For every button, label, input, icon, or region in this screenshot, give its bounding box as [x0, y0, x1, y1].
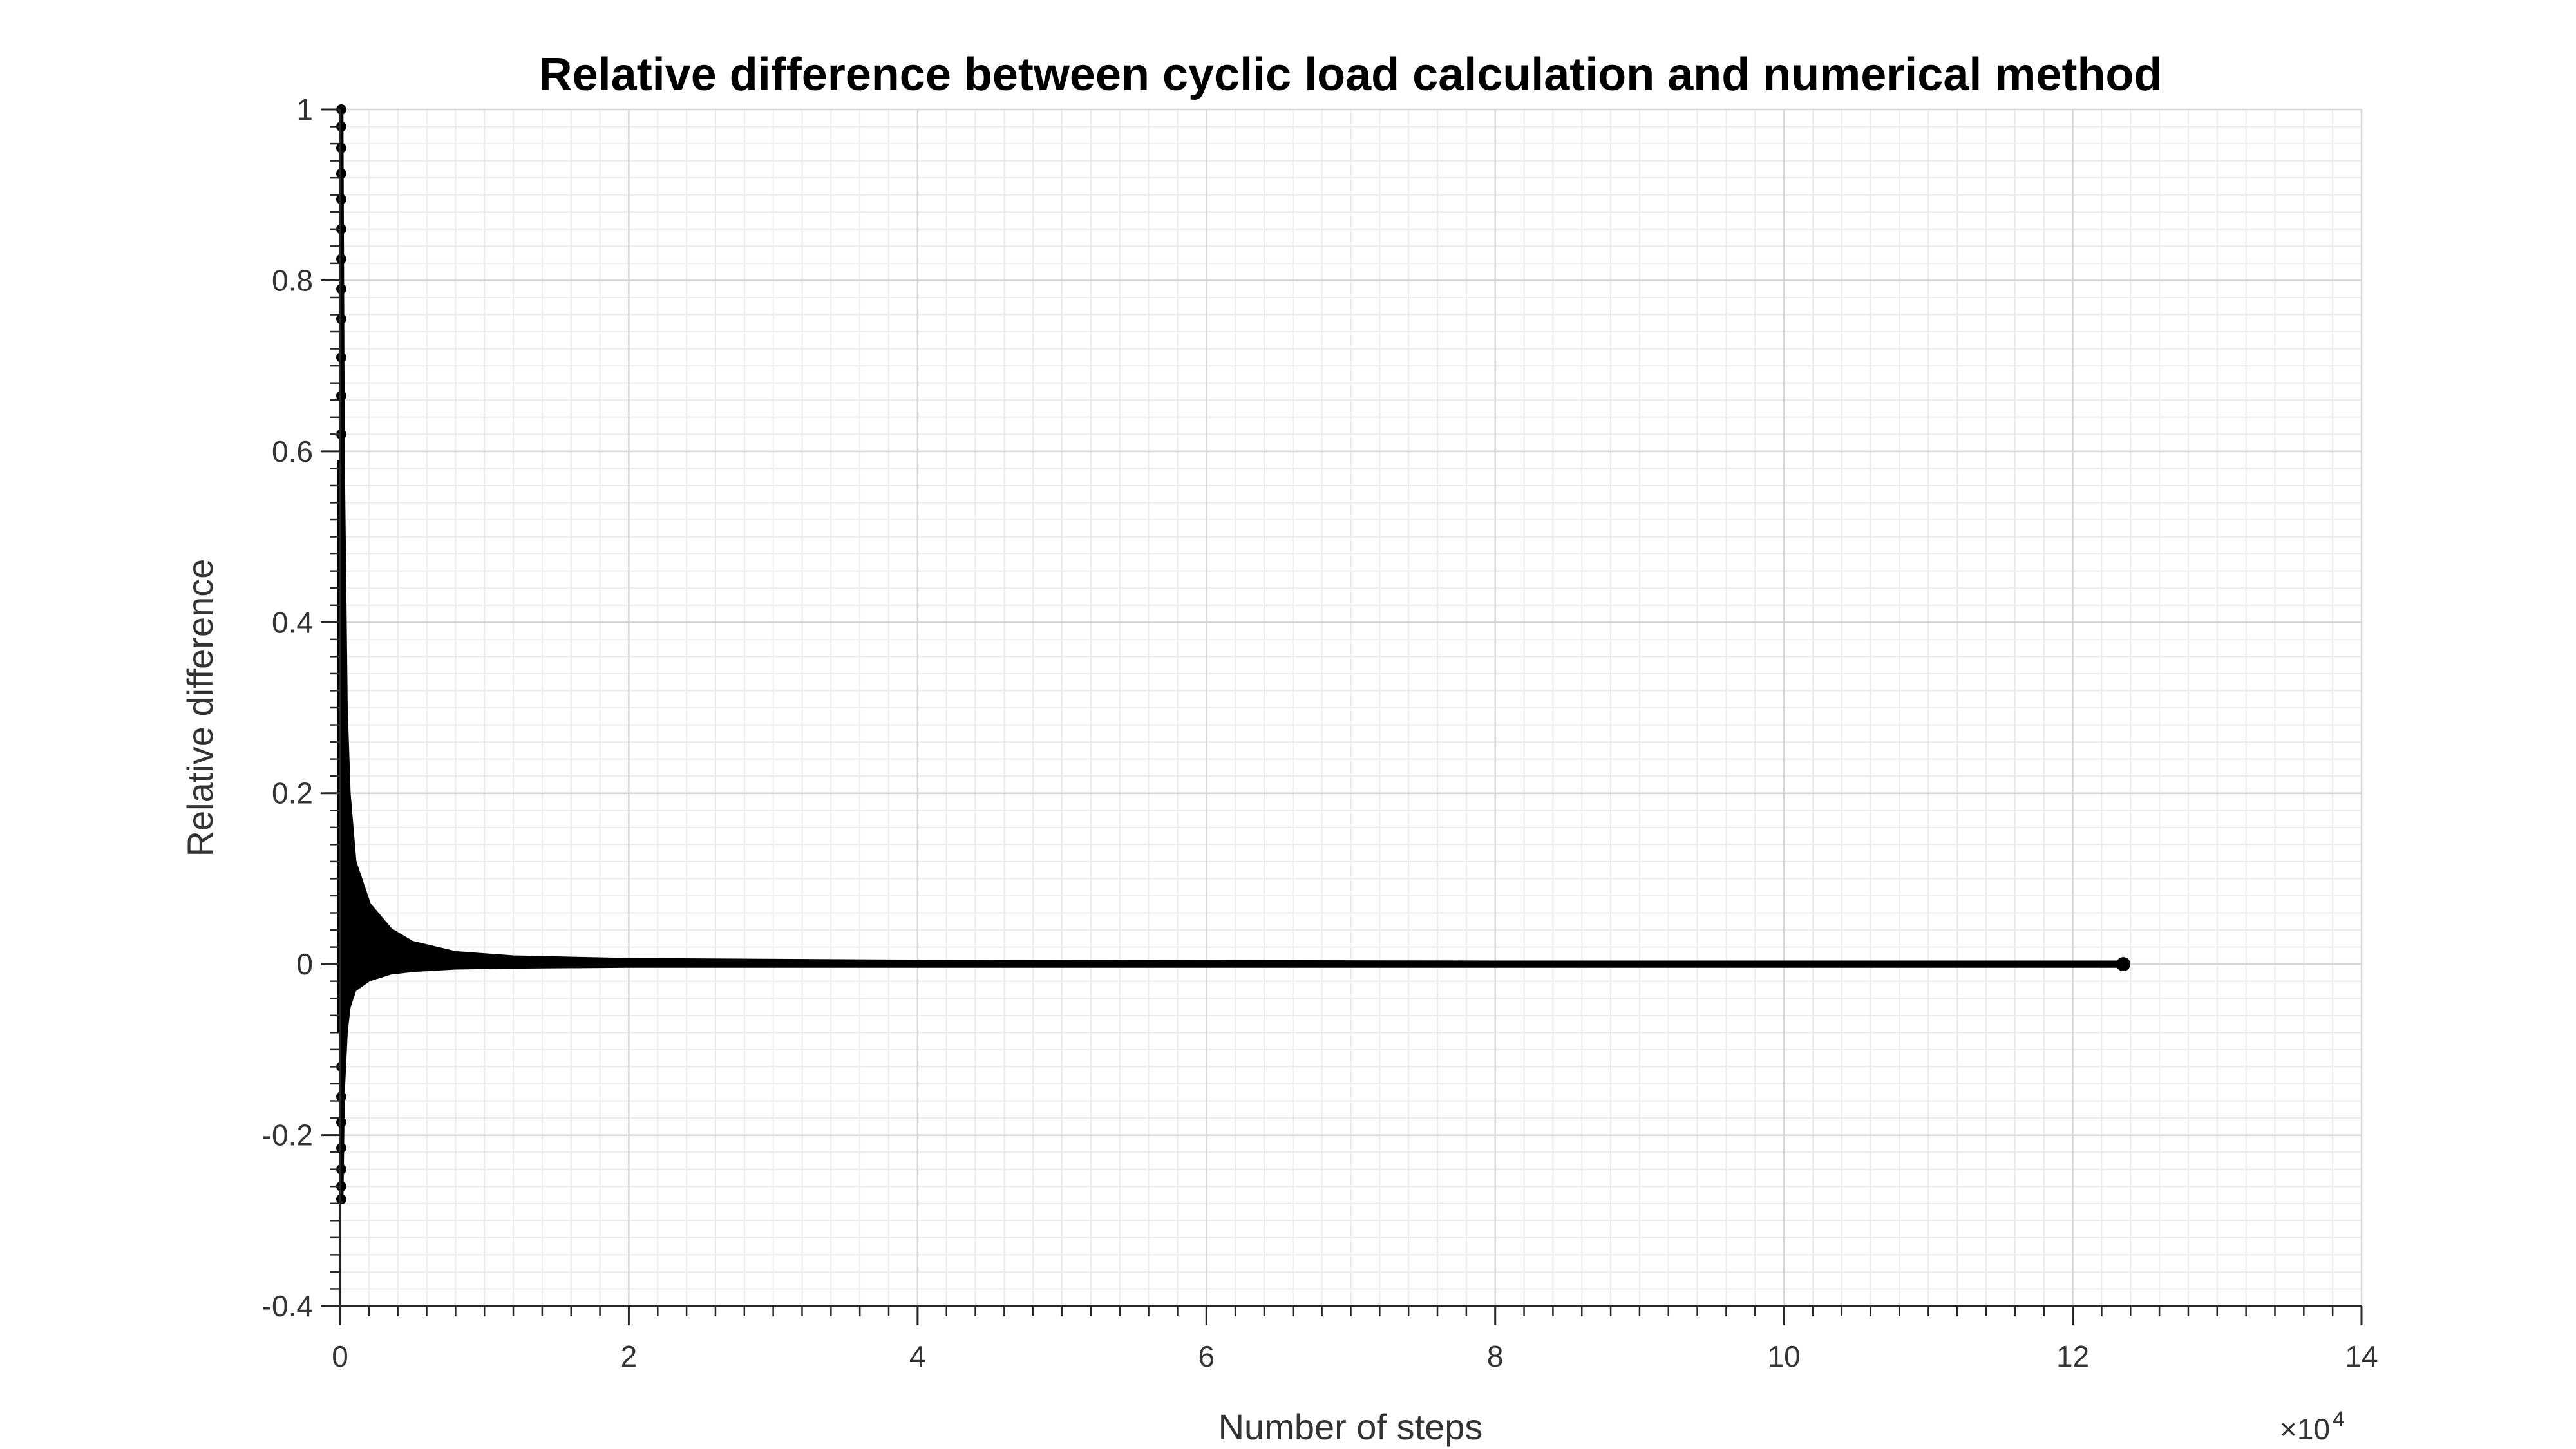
data-point: [336, 314, 346, 325]
y-tick-label: -0.2: [262, 1119, 313, 1152]
y-tick-label: 0.4: [272, 605, 313, 639]
data-point: [336, 352, 346, 363]
x-tick-label: 4: [909, 1340, 926, 1373]
data-point: [336, 1117, 346, 1128]
y-tick-label: 0.6: [272, 435, 313, 468]
data-point: [336, 429, 346, 440]
y-axis-label: Relative difference: [180, 559, 220, 857]
data-point: [336, 223, 346, 234]
x-tick-label: 10: [1768, 1340, 1801, 1373]
data-point: [336, 1091, 346, 1102]
data-point: [336, 390, 346, 401]
y-tick-label: -0.4: [262, 1289, 313, 1323]
x-tick-label: 6: [1198, 1340, 1215, 1373]
x-axis-label: Number of steps: [1218, 1406, 1483, 1447]
y-tick-label: 0.8: [272, 263, 313, 297]
data-point: [336, 104, 346, 115]
x-tick-label: 0: [332, 1340, 348, 1373]
y-tick-label: 1: [296, 93, 313, 126]
tick-labels: 0 2 4 6 8 10 12 14 -0.4 -0.2 0 0.2 0.4 0.6 0.8 1: [262, 93, 2378, 1373]
data-point: [336, 254, 346, 265]
data-point: [336, 1061, 346, 1072]
data-trail: [343, 961, 2124, 967]
ticks: [321, 108, 2363, 1325]
data-point: [336, 194, 346, 205]
data-point: [336, 121, 346, 132]
data-point: [336, 1194, 346, 1205]
data-point-end: [2116, 957, 2131, 972]
chart-title: Relative difference between cyclic load …: [539, 49, 2163, 100]
data-point: [336, 1142, 346, 1153]
data-point: [336, 142, 346, 153]
data-point: [336, 168, 346, 179]
x-exponent-label: ×10 4: [2280, 1407, 2345, 1446]
x-exponent-base: ×10: [2280, 1412, 2330, 1446]
x-tick-label: 12: [2056, 1340, 2089, 1373]
data-point: [336, 283, 346, 294]
x-tick-label: 2: [621, 1340, 638, 1373]
data-point: [336, 1181, 346, 1192]
data-point: [336, 1164, 346, 1175]
y-tick-label: 0: [296, 947, 313, 981]
y-tick-label: 0.2: [272, 777, 313, 810]
x-exponent-power: 4: [2333, 1407, 2345, 1432]
x-tick-label: 14: [2345, 1340, 2378, 1373]
x-tick-label: 8: [1487, 1340, 1504, 1373]
